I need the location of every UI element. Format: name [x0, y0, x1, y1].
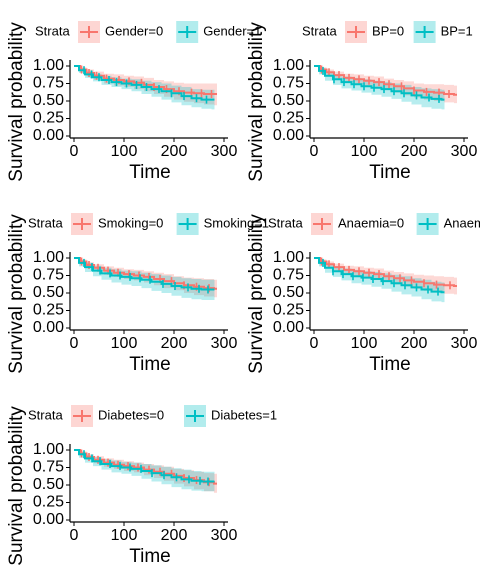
- survival-line-2: [74, 65, 215, 101]
- y-tick-label: 0.50: [33, 92, 64, 109]
- x-axis-title: Time: [369, 162, 411, 183]
- y-tick-label: 0.25: [33, 302, 64, 319]
- legend-label-2: Smoking=1: [204, 215, 269, 230]
- legend: Strata Smoking=0 Smoking=1: [28, 213, 269, 235]
- y-tick-label: 0.25: [33, 110, 64, 127]
- legend-title: Strata: [35, 23, 70, 38]
- x-axis-title: Time: [129, 162, 171, 183]
- x-tick-label: 0: [70, 527, 79, 544]
- y-tick-label: 1.00: [273, 57, 304, 74]
- y-tick-label: 0.00: [33, 511, 64, 528]
- y-tick-label: 0.25: [273, 302, 304, 319]
- survival-line-1: [314, 65, 457, 96]
- legend-label-2: BP=1: [441, 23, 473, 38]
- legend-label-2: Diabetes=1: [211, 407, 277, 422]
- survival-chart-1: Strata Gender=0 Gender=1 0.000.250.500.751.…: [6, 21, 261, 183]
- x-tick-label: 200: [161, 527, 188, 544]
- x-tick-label: 0: [70, 335, 79, 352]
- x-tick-label: 100: [351, 335, 378, 352]
- survival-chart-4: Strata Anaemia=0 Anaemia=1 0.000.250.500.75…: [246, 213, 480, 375]
- x-tick-label: 300: [211, 527, 238, 544]
- legend: Strata BP=0 BP=1: [302, 21, 473, 43]
- y-tick-label: 0.50: [33, 284, 64, 301]
- y-tick-label: 0.75: [273, 75, 304, 92]
- x-tick-label: 200: [401, 335, 428, 352]
- x-tick-label: 200: [161, 335, 188, 352]
- y-axis-title: Survival probability: [6, 22, 27, 182]
- y-tick-label: 0.00: [33, 127, 64, 144]
- y-tick-label: 1.00: [33, 441, 64, 458]
- y-tick-label: 0.50: [33, 476, 64, 493]
- legend-label-1: Diabetes=0: [98, 407, 164, 422]
- y-axis-title: Survival probability: [246, 22, 267, 182]
- survival-line-1: [74, 65, 217, 95]
- x-tick-label: 300: [211, 143, 238, 160]
- survival-line-2: [314, 65, 445, 101]
- legend: Strata Gender=0 Gender=1: [35, 21, 261, 43]
- x-tick-label: 200: [401, 143, 428, 160]
- survival-line-2: [74, 257, 215, 291]
- y-axis-title: Survival probability: [6, 214, 27, 374]
- legend-label-1: Gender=0: [105, 23, 163, 38]
- y-tick-label: 1.00: [33, 57, 64, 74]
- x-tick-label: 100: [111, 335, 138, 352]
- legend: Strata Diabetes=0 Diabetes=1: [28, 405, 277, 427]
- y-tick-label: 0.25: [33, 494, 64, 511]
- y-tick-label: 0.75: [33, 75, 64, 92]
- y-tick-label: 0.00: [273, 127, 304, 144]
- legend-label-1: Anaemia=0: [338, 215, 404, 230]
- legend-label-2: Gender=1: [203, 23, 261, 38]
- x-tick-label: 200: [161, 143, 188, 160]
- y-tick-label: 0.50: [273, 92, 304, 109]
- y-tick-label: 0.75: [33, 459, 64, 476]
- y-tick-label: 0.50: [273, 284, 304, 301]
- x-tick-label: 0: [70, 143, 79, 160]
- y-tick-label: 1.00: [273, 249, 304, 266]
- x-tick-label: 300: [211, 335, 238, 352]
- y-tick-label: 0.25: [273, 110, 304, 127]
- y-axis-title: Survival probability: [6, 406, 27, 566]
- y-tick-label: 1.00: [33, 249, 64, 266]
- y-tick-label: 0.00: [33, 319, 64, 336]
- y-tick-label: 0.75: [33, 267, 64, 284]
- legend: Strata Anaemia=0 Anaemia=1: [268, 213, 480, 235]
- legend-title: Strata: [268, 215, 303, 230]
- x-tick-label: 100: [351, 143, 378, 160]
- x-tick-label: 100: [111, 527, 138, 544]
- survival-line-1: [314, 257, 457, 287]
- legend-title: Strata: [28, 215, 63, 230]
- survival-chart-5: Strata Diabetes=0 Diabetes=1 0.000.250.500.…: [6, 405, 277, 567]
- legend-label-1: Smoking=0: [98, 215, 163, 230]
- survival-chart-2: Strata BP=0 BP=1 0.000.250.500.751.00 0 100 20…: [246, 21, 477, 183]
- y-axis-title: Survival probability: [246, 214, 267, 374]
- x-axis-title: Time: [369, 354, 411, 375]
- x-axis-title: Time: [129, 354, 171, 375]
- legend-title: Strata: [28, 407, 63, 422]
- survival-line-1: [74, 257, 217, 290]
- legend-label-2: Anaemia=1: [444, 215, 480, 230]
- x-tick-label: 300: [451, 143, 478, 160]
- x-axis-title: Time: [129, 546, 171, 567]
- x-tick-label: 0: [310, 335, 319, 352]
- survival-chart-3: Strata Smoking=0 Smoking=1 0.000.250.500.75…: [6, 213, 269, 375]
- legend-title: Strata: [302, 23, 337, 38]
- y-tick-label: 0.00: [273, 319, 304, 336]
- y-tick-label: 0.75: [273, 267, 304, 284]
- x-tick-label: 300: [451, 335, 478, 352]
- x-tick-label: 0: [310, 143, 319, 160]
- x-tick-label: 100: [111, 143, 138, 160]
- survival-line-2: [314, 257, 445, 294]
- legend-label-1: BP=0: [372, 23, 404, 38]
